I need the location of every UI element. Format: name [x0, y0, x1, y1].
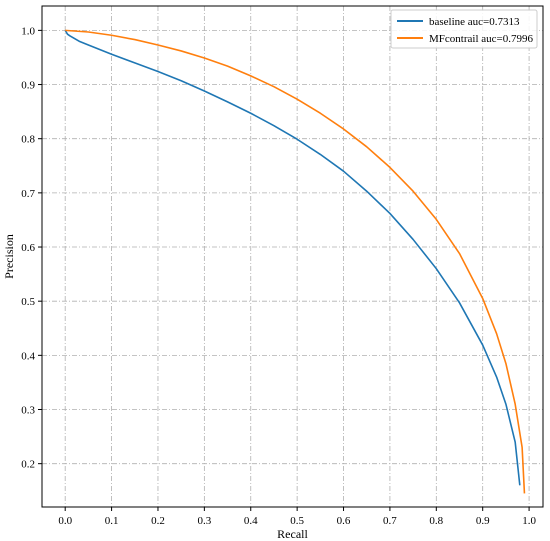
x-tick-label: 0.8	[429, 515, 443, 527]
x-tick-label: 0.7	[383, 515, 397, 527]
series-line-mfcontrail	[65, 29, 526, 494]
y-axis-label: Precision	[2, 234, 16, 279]
y-tick-label: 0.5	[21, 296, 35, 308]
x-tick-label: 0.4	[244, 515, 258, 527]
legend-label-baseline: baseline auc=0.7313	[429, 16, 520, 28]
y-tick-label: 1.0	[21, 25, 35, 37]
x-tick-label: 0.0	[58, 515, 72, 527]
axis-ticks: 0.0 0.1 0.2 0.3 0.4 0.5 0.6 0.7 0.8 0.9 1.0 0.2 0.3 0…	[21, 25, 536, 527]
x-tick-label: 0.3	[197, 515, 211, 527]
x-axis-label: Recall	[277, 527, 308, 541]
plot-frame	[41, 5, 544, 508]
x-tick-label: 1.0	[522, 515, 536, 527]
x-tick-label: 0.5	[290, 515, 304, 527]
y-tick-label: 0.3	[21, 405, 35, 417]
series-line-baseline	[64, 29, 521, 486]
legend: baseline auc=0.7313 MFcontrail auc=0.799…	[390, 9, 538, 49]
y-tick-label: 0.8	[21, 134, 35, 146]
y-tick-label: 0.4	[21, 350, 35, 362]
x-tick-label: 0.1	[105, 515, 119, 527]
y-tick-label: 0.7	[21, 188, 35, 200]
y-tick-label: 0.2	[21, 459, 35, 471]
x-tick-label: 0.2	[151, 515, 165, 527]
y-tick-label: 0.6	[21, 242, 35, 254]
legend-label-mfcontrail: MFcontrail auc=0.7996	[429, 33, 533, 45]
x-tick-label: 0.9	[476, 515, 490, 527]
x-tick-label: 0.6	[337, 515, 351, 527]
y-tick-label: 0.9	[21, 80, 35, 92]
series-lines	[64, 29, 526, 494]
legend-box	[390, 9, 538, 49]
